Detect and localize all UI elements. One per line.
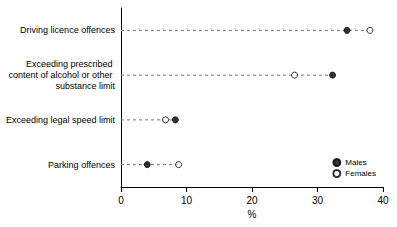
svg-text:0: 0 (118, 195, 124, 206)
svg-text:40: 40 (377, 195, 389, 206)
svg-text:%: % (248, 209, 257, 220)
svg-text:Exceeding prescribed: Exceeding prescribed (26, 59, 115, 69)
svg-text:10: 10 (181, 195, 193, 206)
svg-text:substance limit: substance limit (55, 81, 115, 91)
svg-text:content of alcohol or other: content of alcohol or other (8, 70, 115, 80)
svg-text:Driving licence offences: Driving licence offences (20, 25, 115, 35)
svg-text:Females: Females (345, 169, 376, 178)
svg-text:Parking offences: Parking offences (48, 160, 115, 170)
svg-text:Males: Males (345, 158, 366, 167)
svg-text:Exceeding legal speed limit: Exceeding legal speed limit (6, 115, 116, 125)
svg-text:20: 20 (246, 195, 258, 206)
svg-text:30: 30 (312, 195, 324, 206)
